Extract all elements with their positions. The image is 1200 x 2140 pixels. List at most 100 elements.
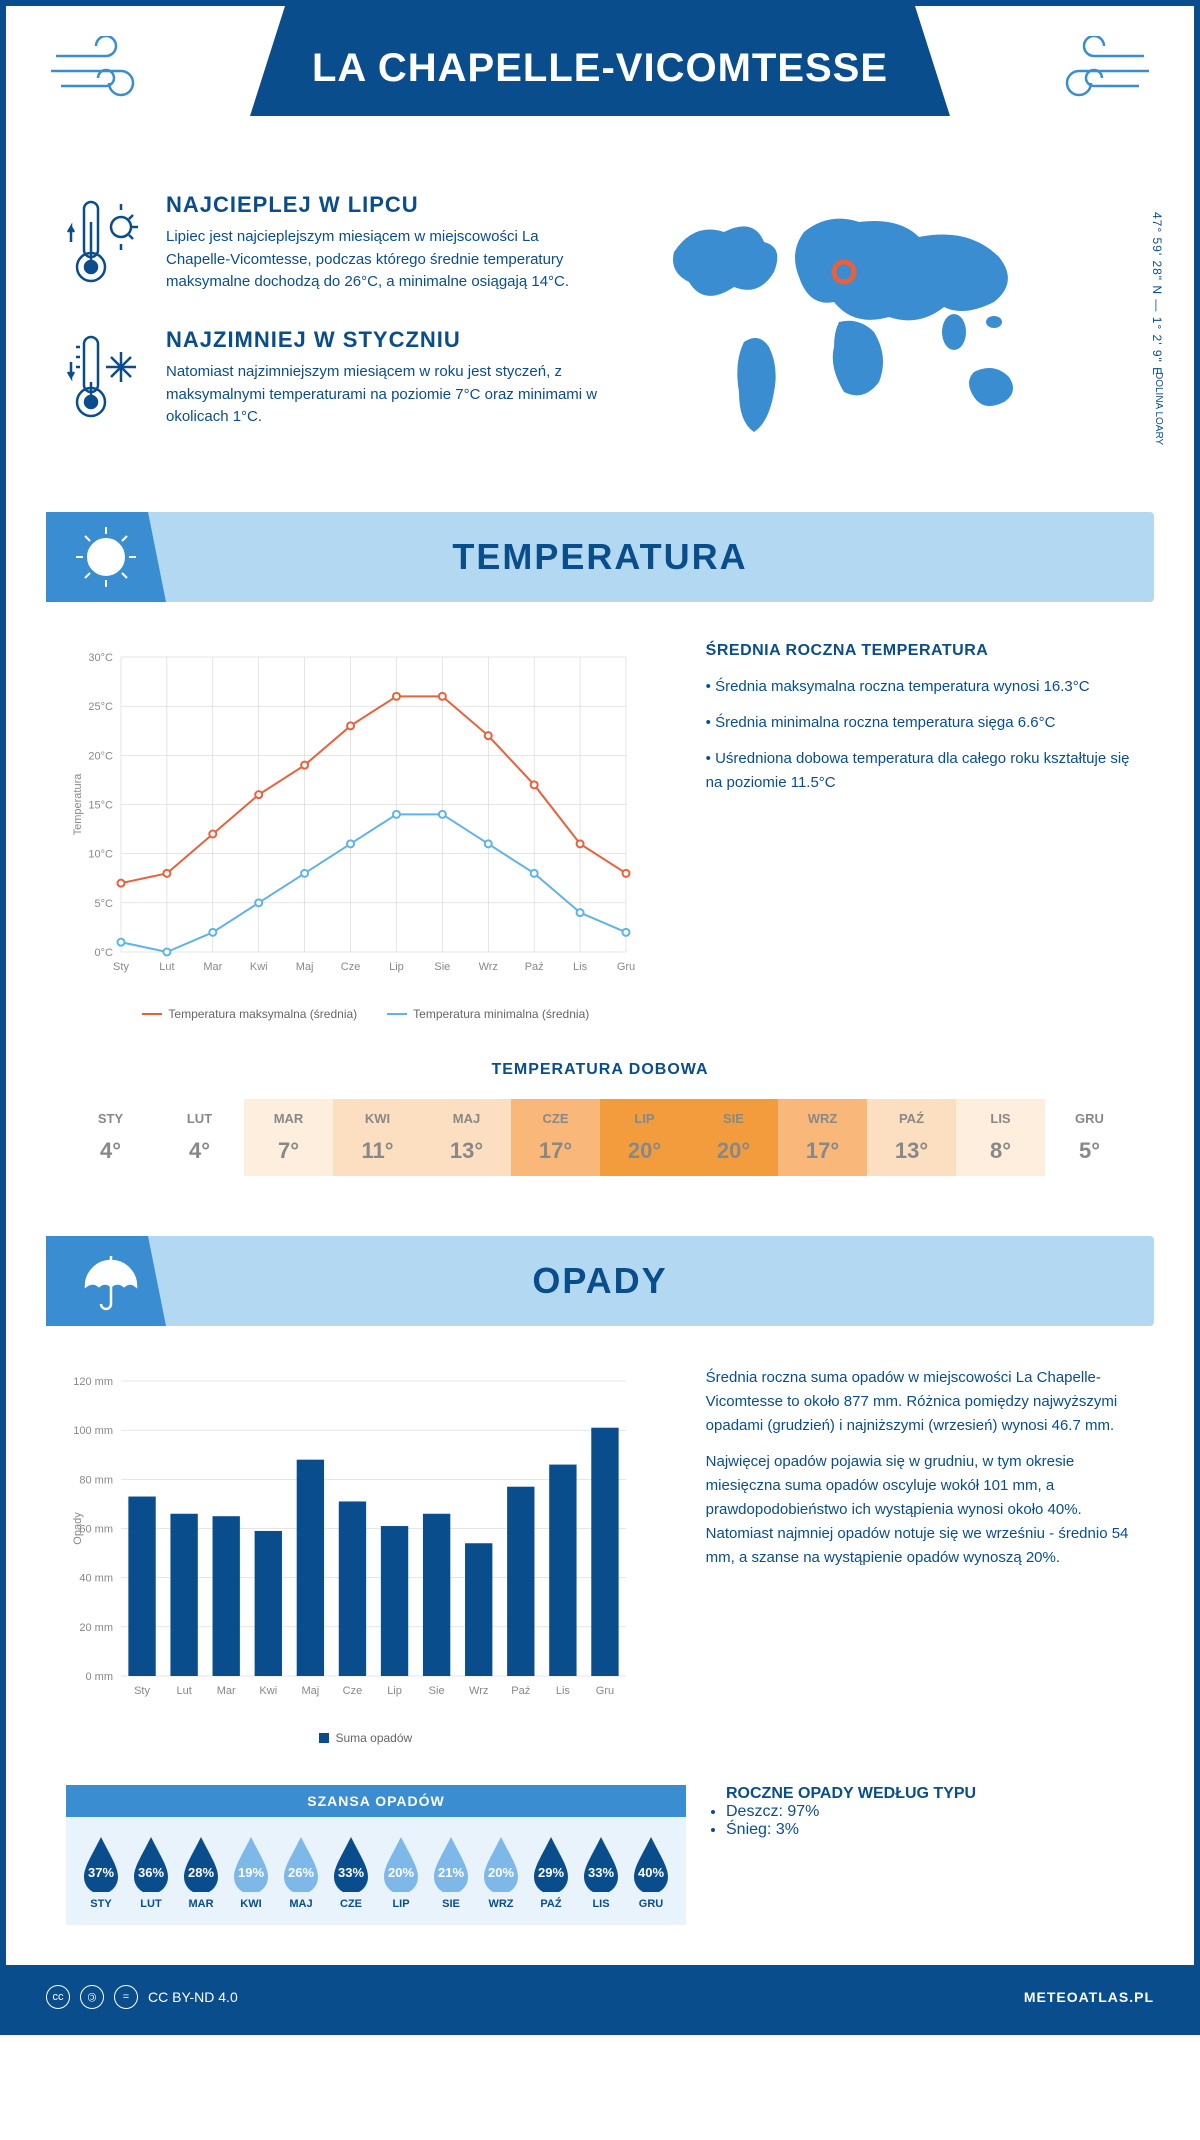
precip-chance-month: MAR — [176, 1898, 226, 1910]
precip-text-1: Średnia roczna suma opadów w miejscowośc… — [706, 1366, 1134, 1438]
svg-text:Paź: Paź — [511, 1685, 530, 1697]
hot-fact-text: Lipiec jest najcieplejszym miesiącem w m… — [166, 226, 604, 294]
svg-text:100 mm: 100 mm — [73, 1425, 113, 1437]
legend-max-label: Temperatura maksymalna (średnia) — [168, 1007, 357, 1021]
precip-chance-month: KWI — [226, 1898, 276, 1910]
by-icon: 🄯 — [80, 1985, 104, 2009]
temperature-section-header: TEMPERATURA — [46, 512, 1154, 602]
precipitation-title: OPADY — [532, 1260, 667, 1302]
svg-text:26%: 26% — [288, 1865, 314, 1880]
precip-chance-month: WRZ — [476, 1898, 526, 1910]
daily-temp-cell: SIE 20° — [689, 1099, 778, 1176]
daily-temp-value: 11° — [333, 1138, 422, 1164]
precipitation-legend: Suma opadów — [66, 1731, 666, 1745]
daily-temp-month: MAR — [244, 1111, 333, 1126]
daily-temp-cell: KWI11° — [333, 1099, 422, 1176]
raindrop-icon: 20% — [476, 1832, 526, 1892]
svg-text:33%: 33% — [338, 1865, 364, 1880]
raindrop-icon: 21% — [426, 1832, 476, 1892]
svg-text:5°C: 5°C — [95, 898, 114, 910]
svg-text:0 mm: 0 mm — [86, 1671, 114, 1683]
temp-stat-bullet: Uśredniona dobowa temperatura dla całego… — [706, 747, 1134, 795]
svg-text:25°C: 25°C — [88, 701, 113, 713]
precip-chance-month: LUT — [126, 1898, 176, 1910]
daily-temp-month: PAŹ — [867, 1111, 956, 1126]
raindrop-icon: 40% — [626, 1832, 676, 1892]
svg-text:19%: 19% — [238, 1865, 264, 1880]
intro-facts: NAJCIEPLEJ W LIPCU Lipiec jest najcieple… — [66, 192, 604, 462]
svg-text:Lut: Lut — [176, 1685, 191, 1697]
svg-text:Sie: Sie — [429, 1685, 445, 1697]
raindrop-icon: 28% — [176, 1832, 226, 1892]
daily-temp-month: MAJ — [422, 1111, 511, 1126]
thermometer-cold-icon — [66, 327, 146, 432]
temperature-chart: 0°C5°C10°C15°C20°C25°C30°CStyLutMarKwiMa… — [66, 642, 666, 1021]
daily-temp-cell: WRZ17° — [778, 1099, 867, 1176]
daily-temp-cell: LIP20° — [600, 1099, 689, 1176]
header: LA CHAPELLE-VICOMTESSE FRANCJA — [6, 6, 1194, 152]
precip-chance-cell: 36%LUT — [126, 1832, 176, 1910]
page-title: LA CHAPELLE-VICOMTESSE — [6, 36, 1194, 91]
site-name: METEOATLAS.PL — [1024, 1989, 1154, 2005]
svg-text:Wrz: Wrz — [469, 1685, 488, 1697]
svg-text:0°C: 0°C — [95, 947, 114, 959]
daily-temp-month: WRZ — [778, 1111, 867, 1126]
precip-chance-cell: 28% MAR — [176, 1832, 226, 1910]
svg-text:37%: 37% — [88, 1865, 114, 1880]
svg-text:60 mm: 60 mm — [79, 1524, 113, 1536]
svg-text:Cze: Cze — [343, 1685, 363, 1697]
svg-text:20 mm: 20 mm — [79, 1622, 113, 1634]
daily-temp-month: LUT — [155, 1111, 244, 1126]
daily-temp-cell: PAŹ13° — [867, 1099, 956, 1176]
precip-chance-month: GRU — [626, 1898, 676, 1910]
daily-temp-cell: GRU5° — [1045, 1099, 1134, 1176]
svg-text:21%: 21% — [438, 1865, 464, 1880]
svg-text:40%: 40% — [638, 1865, 664, 1880]
precipitation-chance: SZANSA OPADÓW 37%STY36%LUT28%MAR19%KWI26… — [66, 1785, 686, 1925]
svg-text:Gru: Gru — [617, 961, 635, 973]
daily-temp-month: CZE — [511, 1111, 600, 1126]
svg-text:Opady: Opady — [72, 1512, 84, 1545]
daily-temp-cell: STY4° — [66, 1099, 155, 1176]
raindrop-icon: 20% — [376, 1832, 426, 1892]
daily-temp-month: SIE — [689, 1111, 778, 1126]
temperature-title: TEMPERATURA — [452, 536, 747, 578]
daily-temp-heading: TEMPERATURA DOBOWA — [66, 1061, 1134, 1079]
svg-text:20%: 20% — [488, 1865, 514, 1880]
raindrop-icon: 33% — [326, 1832, 376, 1892]
daily-temp-cell: LIS8° — [956, 1099, 1045, 1176]
precipitation-text: Średnia roczna suma opadów w miejscowośc… — [706, 1366, 1134, 1745]
svg-text:Gru: Gru — [596, 1685, 614, 1697]
precip-chance-cell: 29%PAŹ — [526, 1832, 576, 1910]
svg-text:Mar: Mar — [203, 961, 222, 973]
svg-text:Sty: Sty — [113, 961, 129, 973]
precip-chance-cell: 19% KWI — [226, 1832, 276, 1910]
svg-text:Lut: Lut — [159, 961, 174, 973]
hot-fact-title: NAJCIEPLEJ W LIPCU — [166, 192, 604, 218]
precip-chance-cell: 40% GRU — [626, 1832, 676, 1910]
precipitation-by-type: ROCZNE OPADY WEDŁUG TYPU Deszcz: 97%Śnie… — [726, 1785, 1134, 1925]
svg-text:Mar: Mar — [217, 1685, 236, 1697]
daily-temp-value: 20° — [600, 1138, 689, 1164]
svg-text:Maj: Maj — [302, 1685, 320, 1697]
region-label: DOLINA LOARY — [1153, 372, 1164, 445]
daily-temp-value: 4° — [155, 1138, 244, 1164]
svg-text:33%: 33% — [588, 1865, 614, 1880]
daily-temp-value: 20° — [689, 1138, 778, 1164]
precip-chance-cell: 33%LIS — [576, 1832, 626, 1910]
coordinates: 47° 59' 28" N — 1° 2' 9" E — [1150, 212, 1164, 376]
precip-chance-month: CZE — [326, 1898, 376, 1910]
precip-chance-month: LIP — [376, 1898, 426, 1910]
svg-text:Temperatura: Temperatura — [72, 773, 84, 836]
cold-fact: NAJZIMNIEJ W STYCZNIU Natomiast najzimni… — [66, 327, 604, 432]
cold-fact-title: NAJZIMNIEJ W STYCZNIU — [166, 327, 604, 353]
svg-text:10°C: 10°C — [88, 849, 113, 861]
temperature-legend: Temperatura maksymalna (średnia) Tempera… — [66, 1007, 666, 1021]
raindrop-icon: 33% — [576, 1832, 626, 1892]
daily-temp-value: 4° — [66, 1138, 155, 1164]
svg-text:Lis: Lis — [556, 1685, 571, 1697]
precip-chance-cell: 20% WRZ — [476, 1832, 526, 1910]
temp-stat-bullet: Średnia maksymalna roczna temperatura wy… — [706, 675, 1134, 699]
precip-chance-month: SIE — [426, 1898, 476, 1910]
temp-stats-heading: ŚREDNIA ROCZNA TEMPERATURA — [706, 642, 1134, 660]
